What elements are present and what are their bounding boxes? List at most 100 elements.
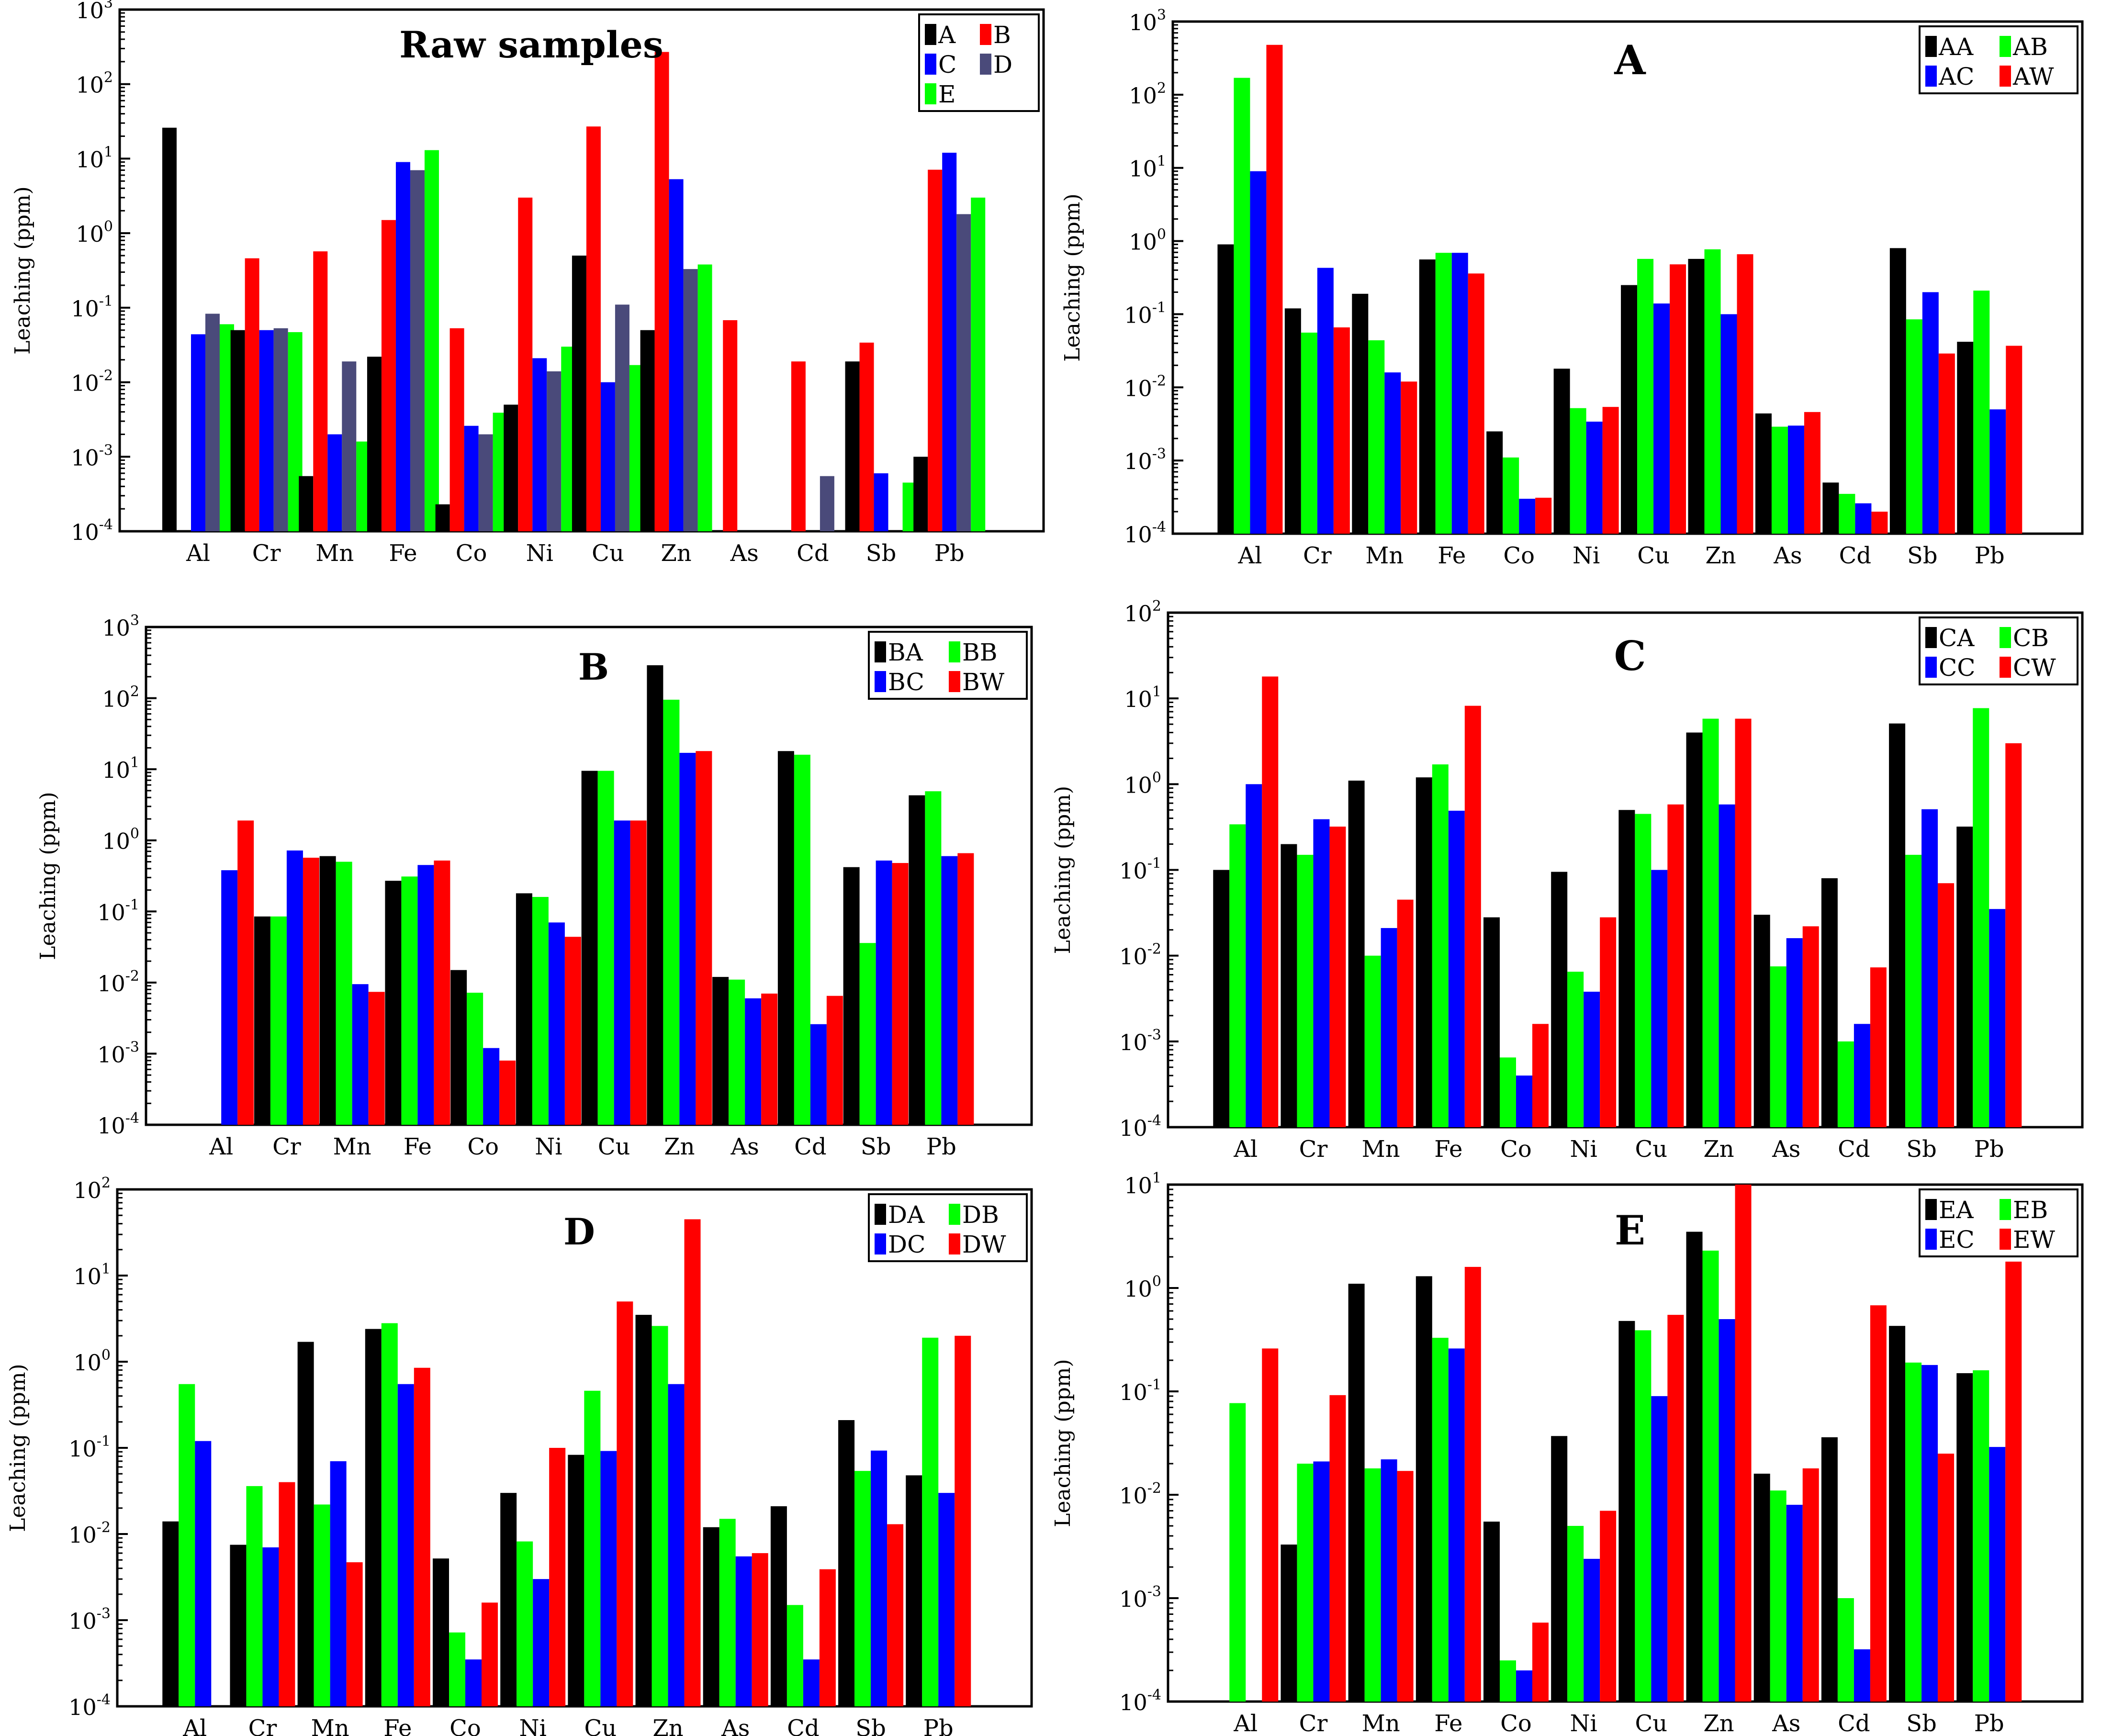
bar-BA-Zn [647, 665, 663, 1125]
bar-AC-Al [1250, 171, 1267, 534]
x-tick-label: Zn [1703, 1136, 1734, 1163]
y-tick-label: 100 [1124, 769, 1161, 798]
x-tick-label: Cu [584, 1715, 617, 1736]
y-tick-label: 103 [102, 612, 139, 641]
bar-DC-Pb [938, 1493, 955, 1706]
bar-DC-Mn [330, 1461, 347, 1706]
legend-label-D: D [993, 51, 1012, 78]
bar-C-Fe [395, 162, 410, 531]
bar-AA-Al [1217, 244, 1234, 534]
bar-CA-Pb [1956, 826, 1973, 1127]
bar-B-Fe [381, 220, 396, 532]
bar-AC-Sb [1922, 292, 1939, 534]
bar-C-Mn [327, 434, 342, 531]
bar-DA-Fe [365, 1329, 382, 1706]
bar-EA-Sb [1889, 1326, 1906, 1702]
x-tick-label: Cu [1635, 1136, 1668, 1163]
legend-label-DW: DW [962, 1231, 1006, 1258]
chart-panel-2: 10-4 10-3 10-2 10-1 100 101 102 103 Leaching (pp… [1060, 7, 2084, 569]
legend-swatch-DC [875, 1233, 886, 1254]
bar-B-Cu [586, 126, 601, 532]
bar-EC-Cr [1313, 1461, 1330, 1702]
legend-swatch-DB [949, 1204, 960, 1225]
bar-EA-Fe [1416, 1276, 1432, 1702]
bar-D-Cu [615, 304, 629, 531]
y-tick-label: 100 [1129, 226, 1166, 255]
legend-label-CW: CW [2013, 654, 2056, 682]
x-tick-label: Sb [1907, 542, 1938, 569]
bar-AB-Al [1234, 78, 1250, 534]
bar-BC-Cu [614, 820, 630, 1125]
x-tick-label: Cd [1838, 1710, 1870, 1736]
bar-BC-Co [483, 1048, 500, 1125]
y-tick-label: 10-2 [1119, 1480, 1161, 1509]
bar-DA-Zn [635, 1315, 652, 1706]
bar-BA-Cr [254, 916, 270, 1125]
x-tick-label: Pb [1974, 1710, 2004, 1736]
legend: DA DB DC DW [868, 1193, 1028, 1262]
bar-CW-Cu [1667, 804, 1684, 1127]
bar-DW-As [752, 1553, 768, 1706]
legend-label-AW: AW [2012, 63, 2054, 90]
y-tick-label: 100 [102, 826, 139, 854]
legend-label-EB: EB [2013, 1196, 2048, 1224]
bar-EC-Co [1516, 1670, 1532, 1702]
bar-DC-Zn [668, 1384, 685, 1706]
bar-BB-Cr [270, 916, 287, 1125]
chart-panel-1: 10-4 10-3 10-2 10-1 100 101 102 103 Leaching (pp… [11, 0, 1045, 567]
bar-CA-Zn [1686, 732, 1703, 1127]
bar-AA-Fe [1419, 259, 1436, 534]
bar-CA-Fe [1416, 777, 1432, 1127]
bar-AC-Cr [1317, 268, 1334, 534]
bar-D-Mn [342, 361, 357, 531]
bar-CC-Ni [1584, 991, 1600, 1127]
legend-swatch-CW [2000, 657, 2011, 678]
legend-swatch-BC [875, 671, 886, 692]
bar-DC-Sb [871, 1450, 888, 1706]
y-tick-label: 10-4 [1119, 1687, 1161, 1715]
bar-AB-Mn [1368, 340, 1385, 534]
bar-CW-Al [1262, 676, 1279, 1127]
bar-EC-Mn [1381, 1459, 1397, 1702]
bar-DB-Cu [584, 1390, 601, 1706]
y-tick-label: 10-1 [71, 293, 113, 322]
bar-DA-Pb [906, 1475, 922, 1706]
bar-DB-Pb [922, 1337, 939, 1706]
x-tick-label: Zn [661, 540, 691, 567]
bar-DB-Ni [517, 1541, 533, 1706]
bar-DA-Al [162, 1521, 179, 1706]
legend-swatch-CA [1925, 627, 1937, 648]
bar-AW-Co [1535, 497, 1552, 534]
bar-BA-Sb [843, 867, 860, 1125]
bar-DW-Cr [279, 1482, 295, 1706]
y-tick-label: 101 [1124, 1170, 1161, 1198]
bar-DB-Co [449, 1632, 465, 1706]
bar-AC-Zn [1720, 314, 1737, 534]
bar-EA-Ni [1551, 1436, 1568, 1702]
bar-BA-Pb [909, 795, 925, 1125]
y-tick-label: 102 [1129, 80, 1166, 109]
x-tick-label: Al [209, 1133, 233, 1160]
x-tick-label: Mn [1362, 1136, 1400, 1163]
bar-AW-Cd [1871, 511, 1888, 534]
bar-AC-Cd [1855, 503, 1872, 534]
y-axis-label: Leaching (ppm) [1051, 1359, 1075, 1527]
bar-CA-Cu [1618, 810, 1635, 1127]
panel-title: Raw samples [399, 23, 663, 66]
bar-A-Zn [640, 330, 655, 531]
bar-BB-Cd [794, 754, 810, 1125]
panel-title: C [1614, 632, 1646, 680]
panel-title: E [1615, 1207, 1645, 1254]
bar-EB-Mn [1364, 1468, 1381, 1702]
y-tick-label: 10-3 [68, 1605, 111, 1634]
bar-EA-Cu [1618, 1321, 1635, 1702]
bar-B-Sb [859, 342, 874, 531]
bar-CA-Ni [1551, 872, 1568, 1127]
bar-AB-Sb [1906, 319, 1922, 534]
bar-DA-Mn [297, 1342, 314, 1706]
bar-BC-Cd [810, 1024, 827, 1125]
bar-E-Zn [697, 264, 712, 531]
bar-D-Zn [683, 269, 698, 531]
legend-label-BW: BW [962, 668, 1005, 696]
bar-AA-Cr [1284, 308, 1301, 534]
